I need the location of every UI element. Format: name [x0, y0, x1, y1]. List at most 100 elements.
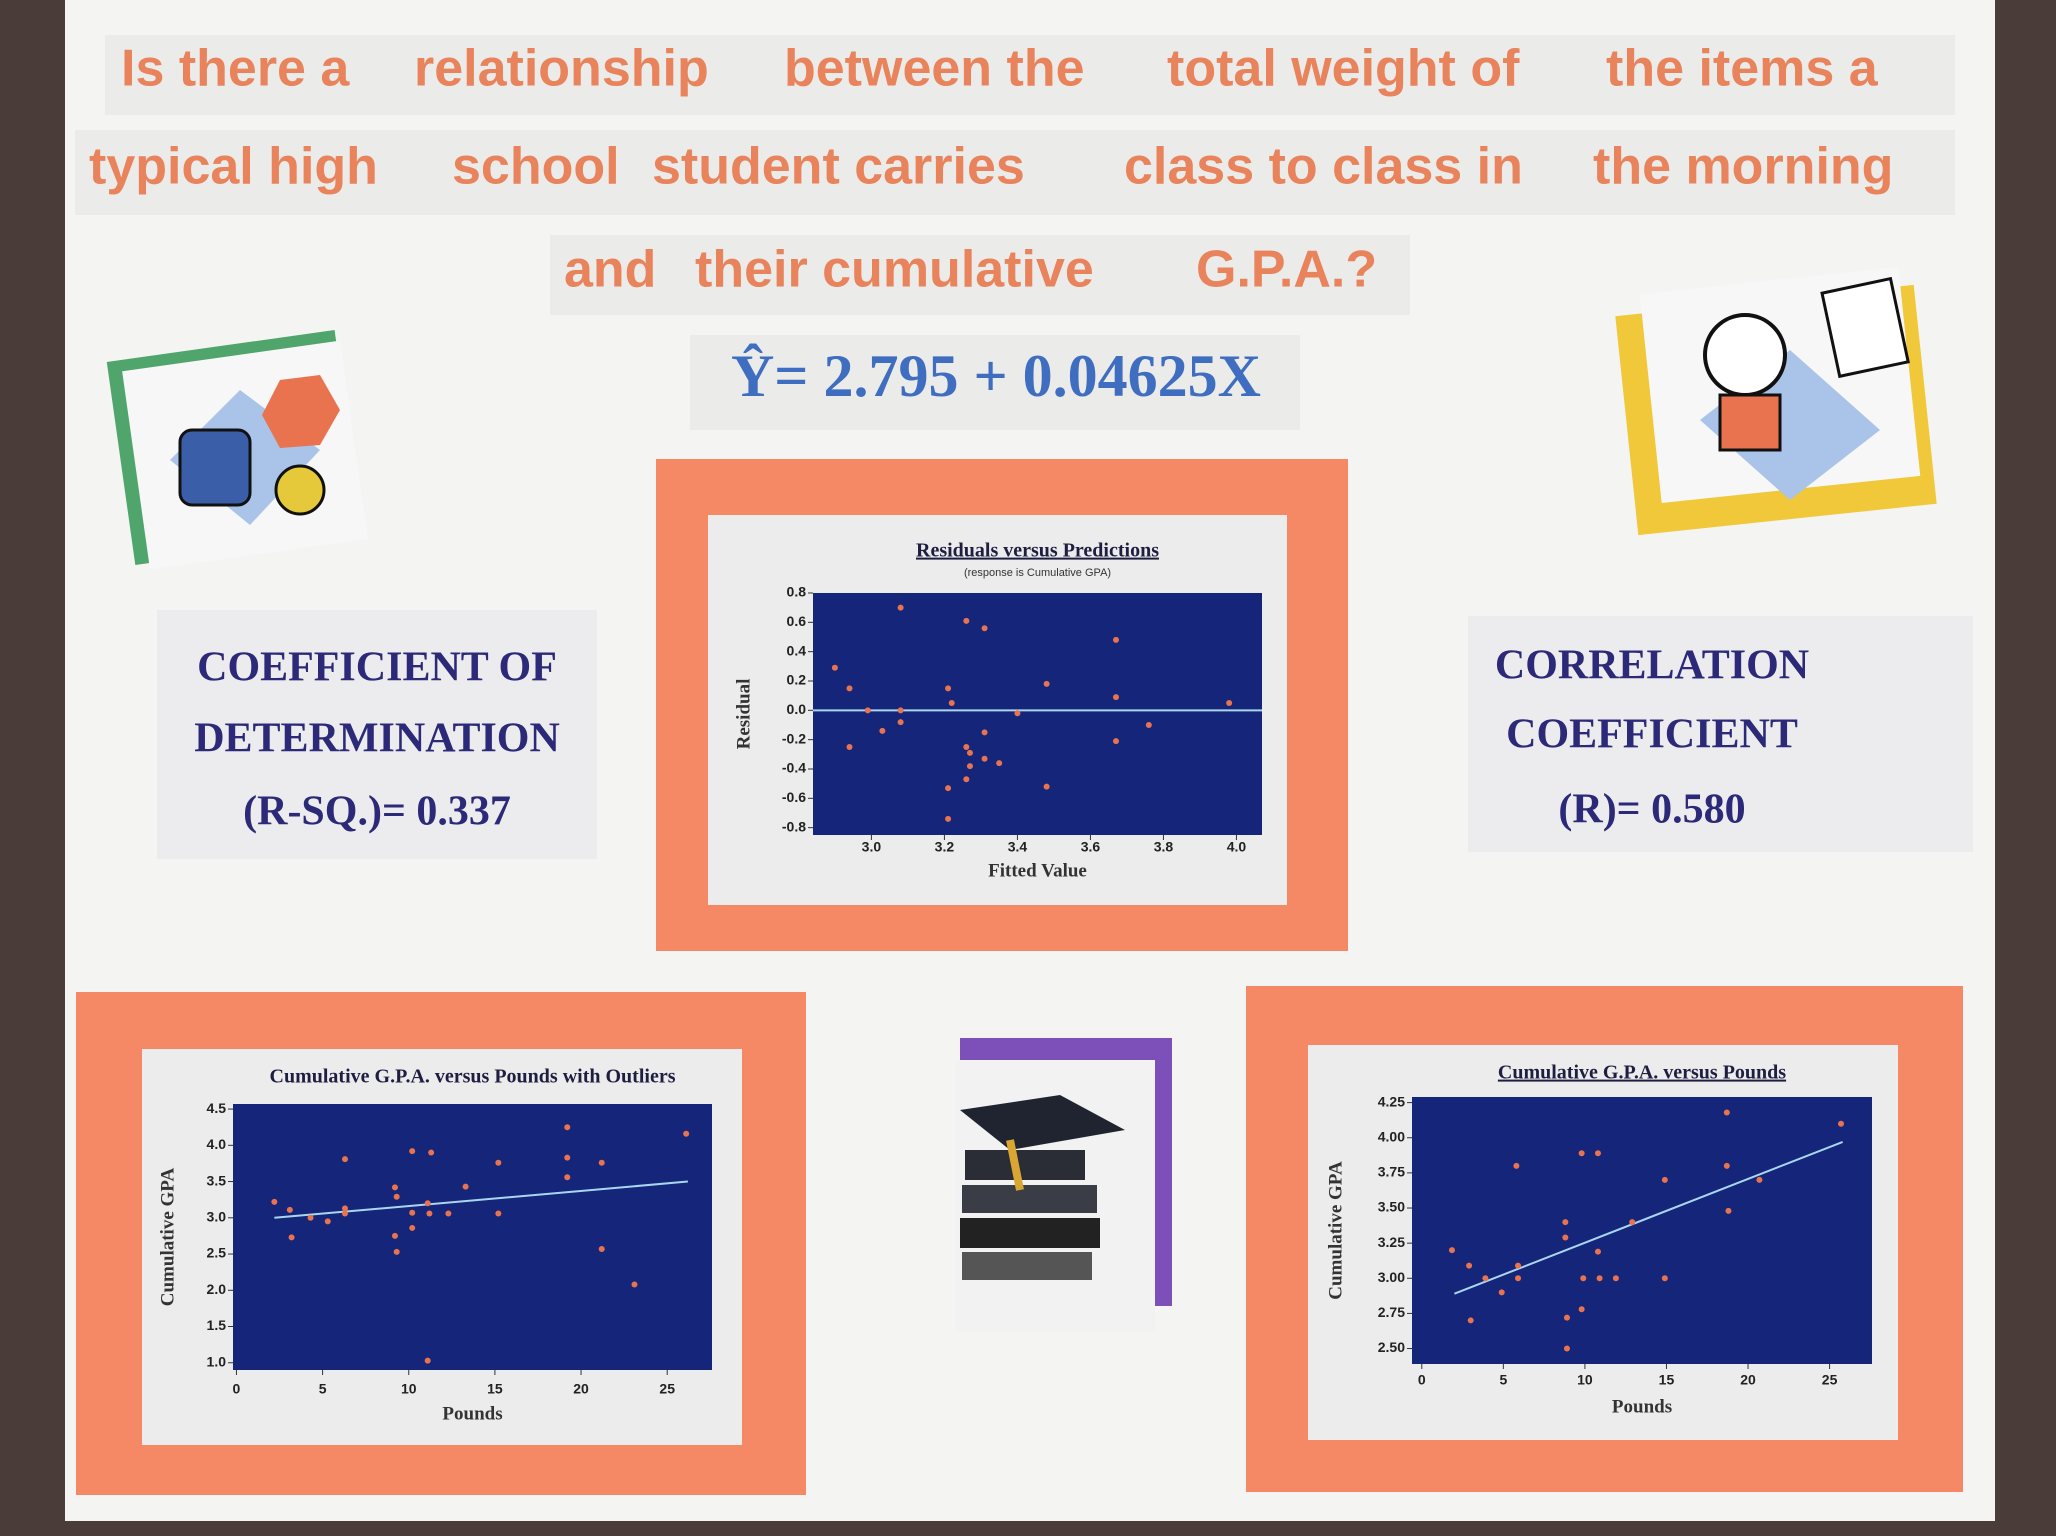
y-axis-label: Cumulative GPA — [157, 1168, 178, 1307]
data-point — [424, 1200, 431, 1207]
data-point — [846, 685, 853, 692]
data-point — [981, 755, 988, 762]
y-tick-label: 3.00 — [1378, 1269, 1405, 1285]
data-point — [393, 1193, 400, 1200]
title-fragment: school — [452, 138, 620, 196]
title-fragment: relationship — [414, 40, 709, 98]
y-axis-label: Residual — [733, 679, 754, 750]
data-point — [1112, 636, 1119, 643]
data-point — [426, 1210, 433, 1217]
data-point — [428, 1149, 435, 1156]
data-point — [495, 1210, 502, 1217]
data-point — [1562, 1234, 1569, 1241]
data-point — [1562, 1219, 1569, 1226]
y-tick-label: 3.75 — [1378, 1164, 1405, 1180]
fit-line — [1454, 1141, 1844, 1295]
data-point — [966, 763, 973, 770]
y-tick-label: 4.0 — [207, 1136, 227, 1152]
y-tick-label: 2.0 — [207, 1281, 227, 1297]
y-tick-label: 0.2 — [787, 672, 807, 688]
data-point — [341, 1210, 348, 1217]
data-point — [324, 1218, 331, 1225]
y-axis-label: Cumulative GPA — [1325, 1161, 1346, 1300]
data-point — [1580, 1275, 1587, 1282]
graduation-photo — [955, 1038, 1172, 1332]
data-point — [1661, 1275, 1668, 1282]
y-tick-label: 4.5 — [207, 1100, 227, 1116]
plot-area — [813, 593, 1262, 835]
data-point — [495, 1159, 502, 1166]
data-point — [462, 1183, 469, 1190]
student-clipart — [1615, 266, 1937, 536]
data-point — [981, 625, 988, 632]
y-tick-label: 3.25 — [1378, 1234, 1405, 1250]
data-point — [1145, 722, 1152, 728]
x-tick-label: 10 — [1577, 1372, 1593, 1388]
stat-box — [157, 610, 597, 859]
title-fragment: the items a — [1606, 40, 1879, 98]
data-point — [1112, 694, 1119, 701]
x-tick-label: 25 — [659, 1381, 675, 1397]
data-point — [1723, 1162, 1730, 1169]
x-tick-label: 3.2 — [935, 839, 955, 855]
data-point — [963, 744, 970, 750]
x-tick-label: 4.0 — [1227, 839, 1247, 855]
x-tick-label: 3.4 — [1008, 839, 1028, 855]
data-point — [564, 1154, 571, 1161]
y-tick-label: 0.8 — [787, 584, 807, 600]
y-tick-label: 3.50 — [1378, 1199, 1405, 1215]
x-tick-label: 20 — [1740, 1372, 1756, 1388]
data-point — [864, 707, 871, 714]
y-tick-label: -0.8 — [782, 818, 806, 834]
title-fragment: between the — [784, 40, 1085, 98]
title-fragment: class to class in — [1124, 138, 1523, 196]
x-tick-label: 15 — [1659, 1372, 1675, 1388]
correlation-text: COEFFICIENT — [1506, 712, 1798, 758]
data-point — [1563, 1314, 1570, 1321]
data-point — [445, 1210, 452, 1217]
x-tick-label: 0 — [1418, 1372, 1426, 1388]
regression-equation: Ŷ= 2.795 + 0.04625X — [731, 343, 1261, 409]
y-tick-label: -0.4 — [782, 760, 806, 776]
data-point — [831, 664, 838, 671]
data-point — [391, 1232, 398, 1239]
x-tick-label: 3.8 — [1154, 839, 1174, 855]
stat-box — [1468, 616, 1973, 852]
y-tick-label: 0.0 — [787, 701, 807, 717]
data-point — [1226, 700, 1233, 706]
data-point — [1112, 738, 1119, 745]
data-point — [996, 760, 1003, 767]
data-point — [1466, 1262, 1473, 1269]
data-point — [1723, 1109, 1730, 1116]
data-point — [1578, 1306, 1585, 1313]
data-point — [409, 1224, 416, 1231]
x-axis-label: Fitted Value — [988, 860, 1087, 881]
data-point — [966, 749, 973, 756]
data-point — [286, 1206, 293, 1213]
data-point — [1014, 710, 1021, 717]
data-point — [897, 719, 904, 726]
data-point — [1043, 783, 1050, 790]
x-axis-label: Pounds — [1612, 1396, 1672, 1417]
x-tick-label: 10 — [401, 1381, 417, 1397]
data-point — [1482, 1275, 1489, 1282]
data-point — [945, 785, 952, 792]
title-fragment: typical high — [89, 138, 378, 196]
data-point — [879, 727, 886, 734]
x-tick-label: 5 — [1499, 1372, 1507, 1388]
title-fragment: the morning — [1593, 138, 1893, 196]
data-point — [948, 700, 955, 706]
r-squared-text: (R-SQ.)= 0.337 — [243, 789, 511, 835]
x-tick-label: 20 — [573, 1381, 589, 1397]
data-point — [564, 1174, 571, 1181]
y-tick-label: -0.6 — [782, 789, 806, 805]
y-tick-label: -0.2 — [782, 730, 806, 746]
y-tick-label: 0.6 — [787, 613, 807, 629]
title-fragment: and — [564, 241, 656, 299]
data-point — [1612, 1275, 1619, 1282]
data-point — [341, 1205, 348, 1212]
correlation-text: CORRELATION — [1495, 643, 1809, 689]
data-point — [391, 1184, 398, 1191]
